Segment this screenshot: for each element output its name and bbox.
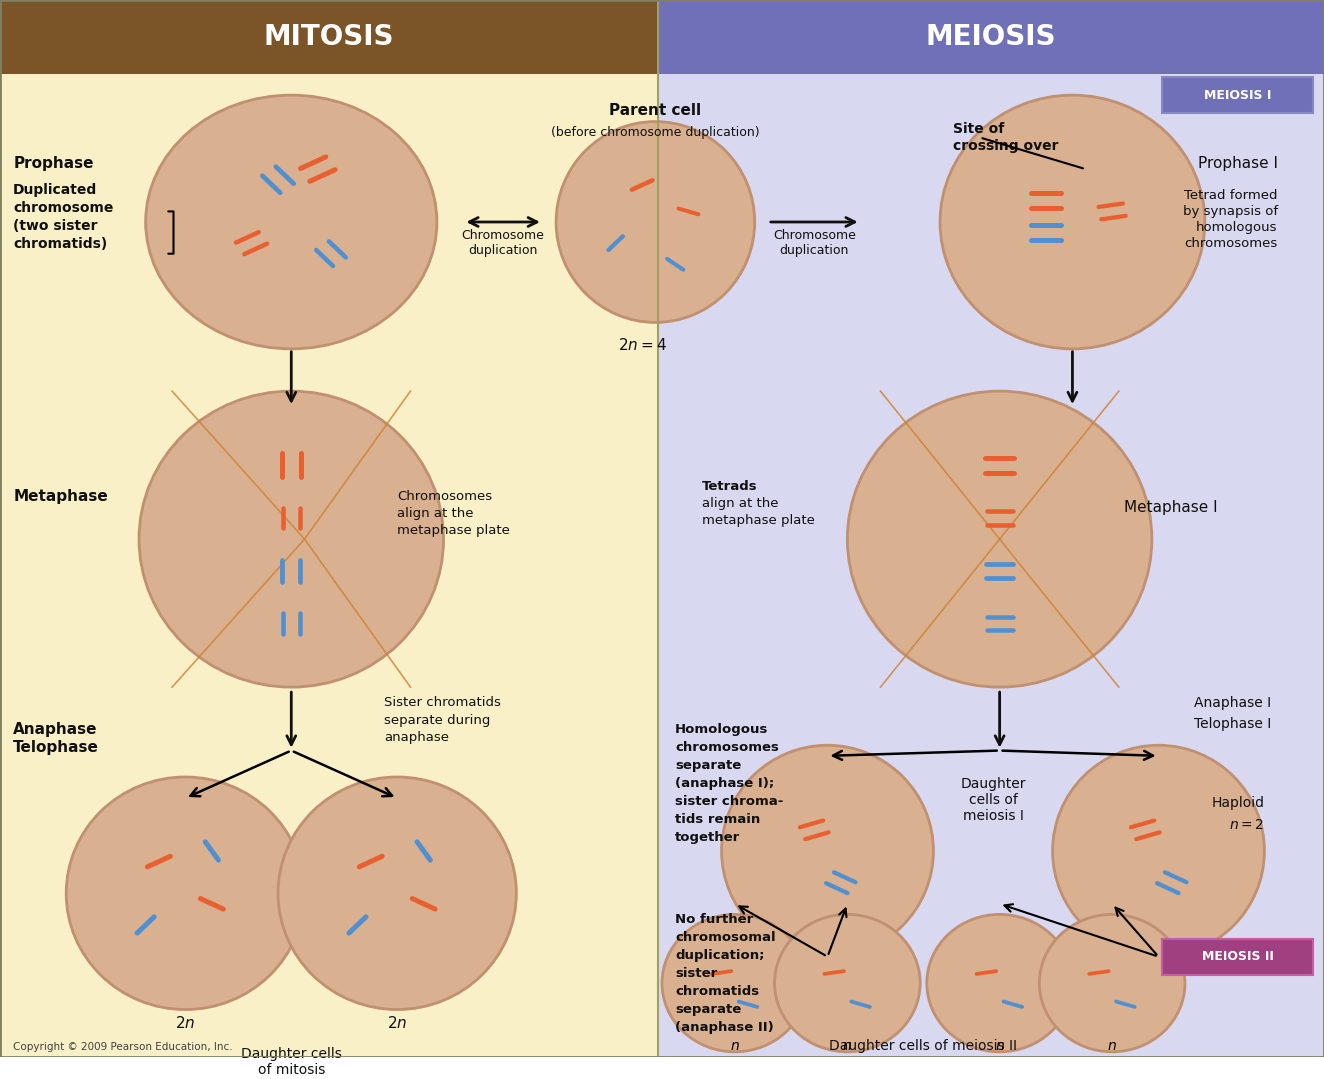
Text: chromosome: chromosome — [13, 202, 114, 215]
Text: MEIOSIS: MEIOSIS — [925, 23, 1057, 51]
Text: MEIOSIS I: MEIOSIS I — [1205, 88, 1271, 101]
Text: Metaphase I: Metaphase I — [1124, 500, 1218, 515]
FancyBboxPatch shape — [0, 74, 658, 1057]
Text: (before chromosome duplication): (before chromosome duplication) — [551, 125, 760, 138]
Text: $n = 2$: $n = 2$ — [1229, 818, 1264, 832]
Text: Telophase: Telophase — [13, 740, 99, 755]
Ellipse shape — [1039, 914, 1185, 1052]
Text: sister chroma-: sister chroma- — [675, 795, 784, 808]
Ellipse shape — [927, 914, 1072, 1052]
Text: Haploid: Haploid — [1211, 796, 1264, 810]
Text: Prophase: Prophase — [13, 156, 94, 172]
Text: Daughter cells of meiosis II: Daughter cells of meiosis II — [829, 1039, 1017, 1053]
Ellipse shape — [66, 777, 305, 1010]
Ellipse shape — [278, 777, 516, 1010]
Text: $n$: $n$ — [842, 1039, 853, 1053]
Text: crossing over: crossing over — [953, 139, 1059, 153]
FancyBboxPatch shape — [1162, 78, 1313, 113]
Ellipse shape — [146, 95, 437, 349]
FancyBboxPatch shape — [658, 74, 1324, 1057]
Text: separate during: separate during — [384, 714, 490, 727]
Text: homologous: homologous — [1196, 221, 1278, 234]
Text: chromosomes: chromosomes — [1185, 236, 1278, 249]
Text: metaphase plate: metaphase plate — [397, 524, 510, 537]
Text: tids remain: tids remain — [675, 812, 760, 825]
Text: (anaphase I);: (anaphase I); — [675, 777, 775, 790]
Text: separate: separate — [675, 1003, 741, 1016]
Text: align at the: align at the — [702, 496, 779, 509]
Text: Tetrads: Tetrads — [702, 480, 757, 493]
Ellipse shape — [139, 391, 444, 687]
Text: Sister chromatids: Sister chromatids — [384, 696, 500, 710]
Text: Daughter
cells of
meiosis I: Daughter cells of meiosis I — [960, 777, 1026, 823]
Ellipse shape — [662, 914, 808, 1052]
Text: Daughter cells
of mitosis: Daughter cells of mitosis — [241, 1047, 342, 1077]
Text: Homologous: Homologous — [675, 723, 769, 736]
Text: $n$: $n$ — [1107, 1039, 1117, 1053]
Text: Parent cell: Parent cell — [609, 104, 702, 119]
Text: $2n$: $2n$ — [387, 1015, 408, 1032]
Text: $n$: $n$ — [994, 1039, 1005, 1053]
Text: Duplicated: Duplicated — [13, 183, 98, 197]
Text: Copyright © 2009 Pearson Education, Inc.: Copyright © 2009 Pearson Education, Inc. — [13, 1042, 233, 1052]
Text: by synapsis of: by synapsis of — [1182, 205, 1278, 218]
Text: MITOSIS: MITOSIS — [263, 23, 395, 51]
Ellipse shape — [1053, 746, 1264, 957]
Text: Site of: Site of — [953, 122, 1005, 136]
Text: $2n = 4$: $2n = 4$ — [618, 337, 666, 353]
FancyBboxPatch shape — [1162, 939, 1313, 974]
Text: Chromosomes: Chromosomes — [397, 490, 493, 503]
Text: Chromosome
duplication: Chromosome duplication — [462, 229, 544, 257]
Text: chromosomal: chromosomal — [675, 931, 776, 944]
Text: Chromosome
duplication: Chromosome duplication — [773, 229, 855, 257]
Ellipse shape — [722, 746, 933, 957]
Text: $n$: $n$ — [730, 1039, 740, 1053]
Ellipse shape — [847, 391, 1152, 687]
Text: No further: No further — [675, 913, 753, 926]
Text: sister: sister — [675, 967, 718, 980]
Text: together: together — [675, 831, 740, 844]
Ellipse shape — [940, 95, 1205, 349]
FancyBboxPatch shape — [0, 0, 658, 74]
Text: (two sister: (two sister — [13, 219, 98, 233]
FancyBboxPatch shape — [658, 0, 1324, 74]
Text: Telophase I: Telophase I — [1194, 718, 1271, 732]
Text: $2n$: $2n$ — [175, 1015, 196, 1032]
Text: align at the: align at the — [397, 507, 474, 520]
Text: Anaphase I: Anaphase I — [1194, 696, 1271, 710]
Text: chromatids): chromatids) — [13, 237, 107, 251]
Ellipse shape — [556, 122, 755, 323]
Text: Prophase I: Prophase I — [1198, 156, 1278, 172]
Text: Tetrad formed: Tetrad formed — [1184, 189, 1278, 202]
Text: metaphase plate: metaphase plate — [702, 514, 814, 527]
Text: Metaphase: Metaphase — [13, 490, 109, 504]
Text: chromosomes: chromosomes — [675, 741, 779, 754]
Text: separate: separate — [675, 759, 741, 771]
Ellipse shape — [775, 914, 920, 1052]
Text: Anaphase: Anaphase — [13, 722, 98, 737]
Text: (anaphase II): (anaphase II) — [675, 1021, 775, 1034]
Text: anaphase: anaphase — [384, 732, 449, 745]
Text: duplication;: duplication; — [675, 950, 765, 962]
Text: chromatids: chromatids — [675, 985, 760, 998]
Text: MEIOSIS II: MEIOSIS II — [1202, 951, 1274, 964]
